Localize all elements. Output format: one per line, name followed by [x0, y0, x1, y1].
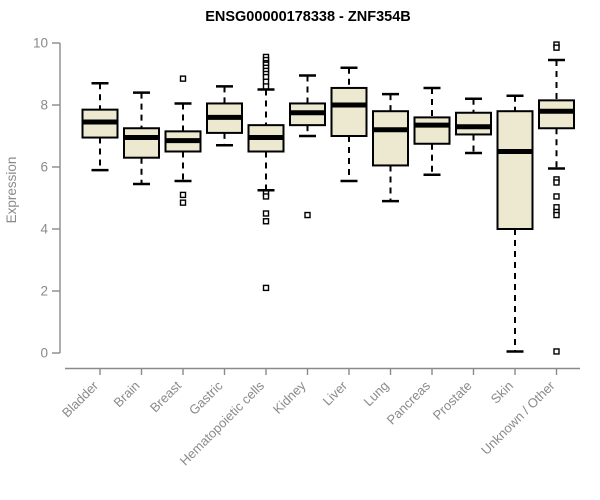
- outlier-point: [179, 199, 187, 206]
- boxplot-gastric: [206, 85, 243, 147]
- boxplot-liver: [330, 66, 368, 183]
- y-tick-label: 10: [33, 36, 48, 51]
- boxplot-bladder: [81, 82, 119, 172]
- x-category-label-skin: Skin: [488, 378, 516, 406]
- x-category-label-prostate: Prostate: [430, 378, 475, 423]
- y-tick-label: 2: [40, 284, 48, 299]
- x-category-label-bladder: Bladder: [59, 378, 102, 421]
- iqr-box: [372, 110, 409, 167]
- x-category-label-brain: Brain: [111, 378, 143, 410]
- outlier-point: [553, 44, 560, 51]
- chart-title: ENSG00000178338 - ZNF354B: [205, 9, 411, 25]
- outlier-point: [262, 218, 270, 225]
- iqr-box: [123, 127, 160, 159]
- outlier-point: [553, 211, 560, 219]
- x-category-label-kidney: Kidney: [270, 378, 309, 417]
- boxplot-skin: [496, 94, 534, 353]
- x-category-label-pancreas: Pancreas: [384, 378, 434, 428]
- outlier-point: [553, 193, 560, 200]
- boxplot-kidney: [289, 74, 326, 219]
- outlier-point: [262, 193, 270, 200]
- outlier-point: [262, 210, 270, 217]
- x-category-label-unknown-other: Unknown / Other: [478, 378, 558, 458]
- iqr-box: [455, 111, 492, 136]
- boxplot-pancreas: [413, 86, 451, 176]
- iqr-box: [538, 99, 575, 130]
- x-category-label-breast: Breast: [147, 378, 184, 415]
- y-tick-label: 0: [40, 346, 48, 361]
- outlier-point: [262, 284, 270, 292]
- outlier-point: [179, 191, 187, 199]
- y-tick-label: 6: [40, 160, 48, 175]
- outlier-point: [262, 83, 270, 90]
- x-category-label-liver: Liver: [320, 378, 351, 409]
- outlier-point: [553, 179, 560, 186]
- y-axis-label: Expression: [4, 157, 19, 224]
- y-tick-label: 4: [40, 222, 48, 237]
- iqr-box: [496, 110, 534, 230]
- x-category-label-lung: Lung: [361, 378, 392, 409]
- boxplot-prostate: [455, 97, 492, 155]
- boxplot-lung: [372, 92, 409, 203]
- y-tick-label: 8: [40, 98, 48, 113]
- boxplot-brain: [123, 91, 160, 186]
- boxplot-unknown-other: [538, 41, 575, 355]
- iqr-box: [413, 116, 451, 145]
- outlier-point: [179, 75, 187, 82]
- x-category-label-gastric: Gastric: [186, 378, 226, 418]
- boxplot-hematopoietic-cells: [247, 53, 285, 292]
- iqr-box: [330, 86, 368, 137]
- outlier-point: [304, 211, 311, 219]
- outlier-point: [553, 348, 560, 355]
- boxplot-breast: [164, 75, 202, 206]
